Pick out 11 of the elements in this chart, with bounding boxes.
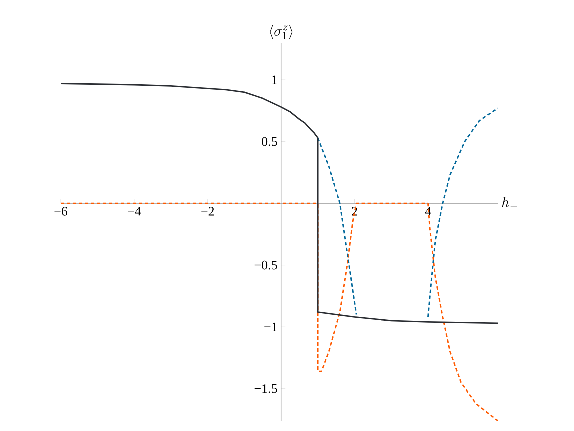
y-tick-label: 0.5 <box>262 137 278 146</box>
y-tick-label: −1.5 <box>254 384 278 394</box>
x-tick-label: −2 <box>202 207 214 216</box>
x-tick-label: −4 <box>128 207 142 216</box>
y-tick-label: 1 <box>272 76 278 84</box>
x-axis-title: $h_-$ <box>502 197 518 208</box>
x-tick-label: 4 <box>425 207 432 216</box>
x-tick-label: −6 <box>54 207 68 216</box>
y-tick-label: −0.5 <box>254 260 278 270</box>
y-axis-title: $\langle \sigma_1^z \rangle$ <box>270 25 293 40</box>
y-tick-label: −1 <box>264 322 278 332</box>
